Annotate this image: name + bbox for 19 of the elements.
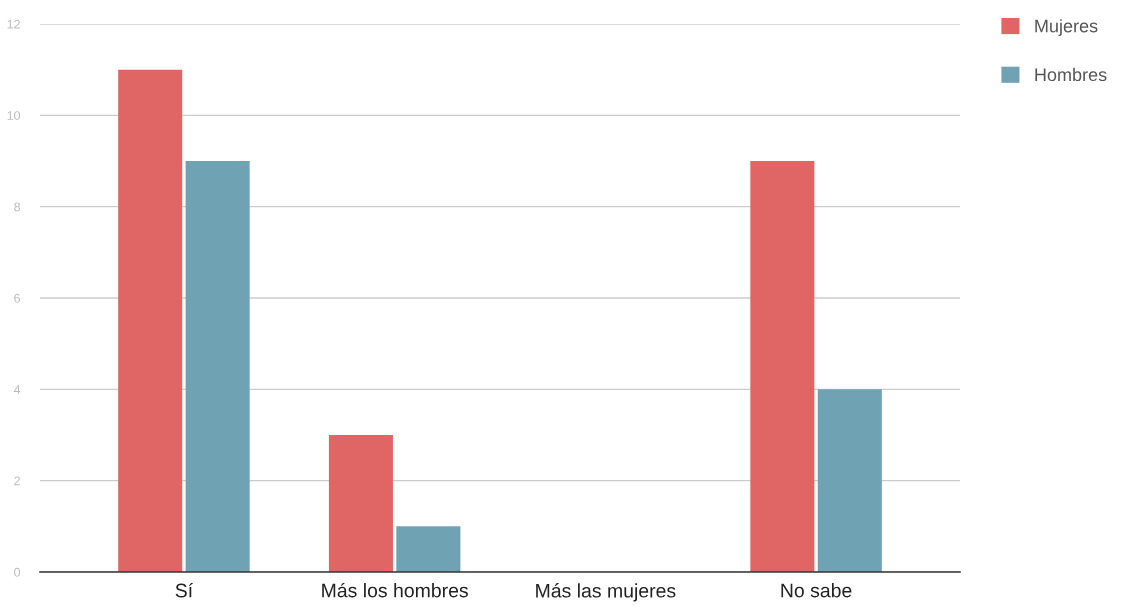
y-tick-label: 0 [14,567,21,577]
bar [328,435,393,572]
bar [817,389,882,572]
y-tick-label: 6 [14,293,21,303]
x-tick-label: No sabe [781,583,852,598]
y-tick-label: 2 [14,476,20,486]
bar [118,69,183,572]
bar [396,526,461,572]
y-tick-label: 10 [7,111,21,120]
legend-label: Hombres [1035,67,1107,82]
y-tick-label: 8 [14,202,21,212]
x-tick-label: Sí [175,582,194,598]
bar [750,161,815,572]
x-tick-label: Más las mujeres [536,583,676,602]
bar [185,161,250,572]
x-tick-label: Más los hombres [322,582,468,598]
legend-label: Mujeres [1035,19,1098,36]
y-tick-label: 12 [7,19,20,29]
y-tick-label: 4 [13,385,21,394]
